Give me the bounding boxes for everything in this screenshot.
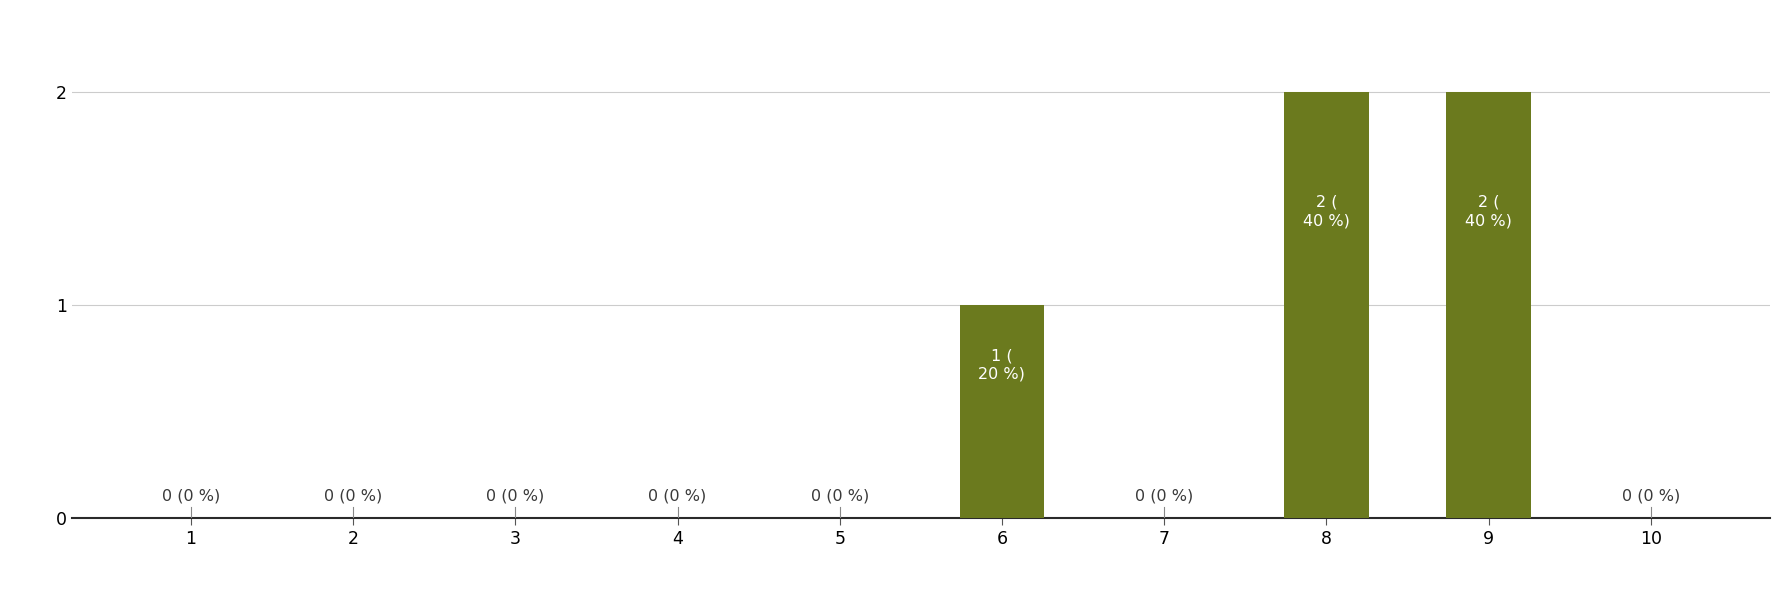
Text: 0 (0 %): 0 (0 %) bbox=[324, 488, 383, 504]
Text: 2 (
40 %): 2 ( 40 %) bbox=[1303, 195, 1350, 229]
Text: 1 (
20 %): 1 ( 20 %) bbox=[978, 348, 1025, 382]
Bar bbox=[960, 305, 1044, 518]
Text: 0 (0 %): 0 (0 %) bbox=[161, 488, 220, 504]
Text: 0 (0 %): 0 (0 %) bbox=[649, 488, 706, 504]
Text: 0 (0 %): 0 (0 %) bbox=[486, 488, 544, 504]
Bar bbox=[1446, 92, 1531, 518]
Text: 0 (0 %): 0 (0 %) bbox=[1135, 488, 1193, 504]
Bar bbox=[1284, 92, 1368, 518]
Text: 0 (0 %): 0 (0 %) bbox=[810, 488, 869, 504]
Text: 0 (0 %): 0 (0 %) bbox=[1622, 488, 1681, 504]
Text: 2 (
40 %): 2 ( 40 %) bbox=[1464, 195, 1513, 229]
